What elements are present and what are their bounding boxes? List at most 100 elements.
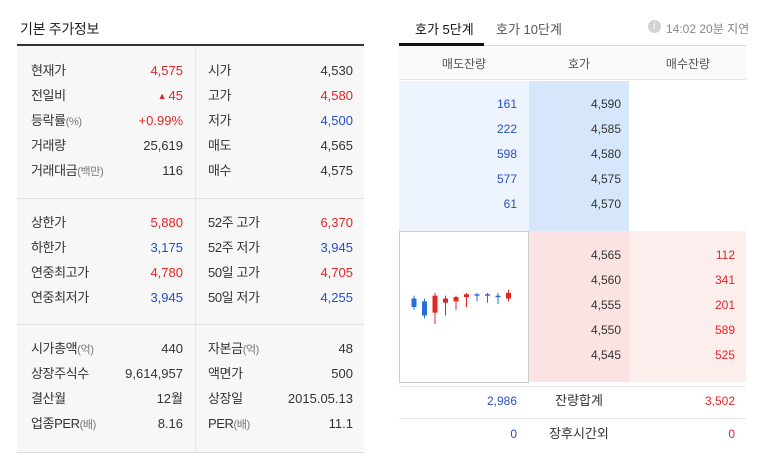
- up-triangle-icon: ▲: [157, 91, 167, 101]
- info-value: 12월: [156, 391, 183, 406]
- info-value: 2015.05.13: [287, 391, 353, 406]
- total-bid-volume: 3,502: [704, 394, 735, 408]
- total-remaining-row: 2,986 잔량합계 3,502: [399, 386, 746, 416]
- bid-volume: 201: [714, 298, 735, 312]
- info-label: 연중최저가: [31, 290, 89, 305]
- info-icon[interactable]: i: [648, 20, 661, 33]
- basic-info-title: 기본 주가정보: [20, 21, 100, 37]
- info-value: 3,175: [150, 240, 183, 255]
- bid-row: 4,545 525: [399, 343, 746, 368]
- info-label: 상한가: [31, 215, 66, 230]
- ask-price-area: [529, 81, 629, 231]
- header-price: 호가: [567, 57, 591, 71]
- info-row: 거래대금(백만) 116 매수 4,575: [17, 158, 364, 183]
- basic-stock-info-panel: 기본 주가정보 현재가 4,575 시가 4,530 전일비 ▲ 45 고가 4,580 등락률(…: [17, 0, 364, 460]
- info-value: 4,780: [150, 265, 183, 280]
- info-label: 저가: [208, 113, 232, 128]
- candle-body: [443, 298, 448, 303]
- bid-volume: 525: [714, 348, 735, 362]
- bid-price: 4,545: [590, 348, 621, 362]
- header-ask-volume: 매도잔량: [441, 57, 487, 71]
- candle-body: [474, 294, 480, 296]
- bid-volume: 112: [715, 248, 735, 262]
- price-block: [17, 46, 364, 198]
- bid-price: 4,555: [590, 298, 621, 312]
- info-value: 4,565: [320, 138, 353, 153]
- candle-body: [506, 292, 511, 299]
- info-value: 440: [161, 341, 183, 356]
- candle-body: [485, 294, 490, 296]
- info-value: 4,530: [320, 63, 353, 78]
- ask-volume: 222: [496, 122, 517, 136]
- info-label: 등락률(%): [31, 113, 82, 128]
- info-value: 500: [331, 366, 353, 381]
- orderbook-panel: 호가 5단계 호가 10단계 i 14:02 20분 지연 매도잔량 호가 매수…: [399, 0, 749, 460]
- info-row: 시가총액(억) 440 자본금(억) 48: [17, 336, 364, 361]
- info-label: 액면가: [208, 366, 243, 381]
- company-block: [17, 325, 364, 452]
- info-value: 4,580: [320, 88, 353, 103]
- tab-orderbook-5[interactable]: 호가 5단계: [415, 22, 474, 37]
- info-value: 48: [338, 341, 353, 356]
- after-hours-bid-volume: 0: [728, 427, 735, 441]
- info-value: 3,945: [320, 240, 353, 255]
- info-label: 고가: [208, 88, 232, 103]
- info-label: 업종PER(배): [31, 416, 97, 431]
- info-value: 25,619: [143, 138, 183, 153]
- after-hours-row: 0 장후시간외 0: [399, 419, 746, 449]
- summary-divider: [399, 418, 746, 419]
- info-value: 4,255: [320, 290, 353, 305]
- bid-row: 4,560 341: [399, 268, 746, 293]
- column-divider: [195, 325, 196, 452]
- mini-candle-chart: [399, 231, 529, 383]
- ask-row: 577 4,575: [399, 167, 746, 192]
- ask-volume: 598: [496, 147, 517, 161]
- ask-price: 4,580: [590, 147, 621, 161]
- tab-baseline: [399, 45, 746, 46]
- ask-row: 222 4,585: [399, 117, 746, 142]
- panel-bottom-line: [17, 452, 364, 453]
- unit-label: (%): [65, 116, 82, 128]
- info-label: 50일 저가: [208, 290, 260, 305]
- info-row: 결산월 12월 상장일 2015.05.13: [17, 386, 364, 411]
- orderbook-header: 매도잔량 호가 매수잔량: [399, 46, 746, 80]
- info-value: 11.1: [328, 416, 353, 431]
- candle-body: [432, 295, 438, 313]
- header-bid-volume: 매수잔량: [665, 57, 711, 71]
- ask-row: 61 4,570: [399, 192, 746, 217]
- info-value: 4,575: [150, 63, 183, 78]
- bid-row: 4,550 589: [399, 318, 746, 343]
- tab-orderbook-10[interactable]: 호가 10단계: [496, 22, 562, 37]
- info-row: 상한가 5,880 52주 고가 6,370: [17, 210, 364, 235]
- range-block: [17, 199, 364, 324]
- block-divider: [17, 324, 364, 325]
- bid-volume: 341: [714, 273, 735, 287]
- ask-volume: 61: [503, 197, 517, 211]
- bid-price: 4,560: [590, 273, 621, 287]
- column-divider: [195, 46, 196, 198]
- summary-divider: [399, 386, 746, 387]
- info-label: 결산월: [31, 391, 66, 406]
- info-label: 매수: [208, 163, 232, 178]
- unit-label: (배): [79, 419, 97, 431]
- info-label: 하한가: [31, 240, 66, 255]
- info-row: 거래량 25,619 매도 4,565: [17, 133, 364, 158]
- info-label: 52주 고가: [208, 215, 260, 230]
- ask-price: 4,575: [590, 172, 621, 186]
- candle-body: [453, 297, 459, 302]
- info-value: 4,705: [320, 265, 353, 280]
- info-label: 거래량: [31, 138, 66, 153]
- after-hours-label: 장후시간외: [549, 426, 609, 441]
- bid-row: 4,555 201: [399, 293, 746, 318]
- info-value: +0.99%: [138, 113, 183, 128]
- info-row: 연중최고가 4,780 50일 고가 4,705: [17, 260, 364, 285]
- info-label: 시가총액(억): [31, 341, 94, 356]
- ask-volume: 161: [496, 97, 517, 111]
- unit-label: (억): [242, 344, 260, 356]
- ask-price: 4,585: [590, 122, 621, 136]
- info-label: 거래대금(백만): [31, 163, 104, 178]
- bid-volume-area: [629, 231, 746, 382]
- info-value: 6,370: [320, 215, 353, 230]
- bid-volume: 589: [714, 323, 735, 337]
- total-label: 잔량합계: [555, 393, 603, 408]
